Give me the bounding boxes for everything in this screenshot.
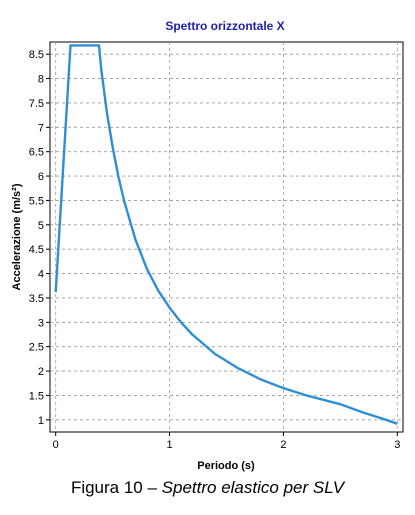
y-tick-label-14: 8 bbox=[38, 74, 44, 86]
x-tick-label-2: 2 bbox=[280, 439, 286, 451]
y-tick-label-3: 2.5 bbox=[29, 342, 44, 354]
y-tick-label-0: 1 bbox=[38, 415, 44, 427]
x-tick-label-1: 1 bbox=[167, 439, 173, 451]
x-axis-title: Periodo (s) bbox=[197, 460, 255, 472]
x-tick-label-3: 3 bbox=[394, 439, 400, 451]
y-tick-label-10: 6 bbox=[38, 171, 44, 183]
y-tick-label-1: 1.5 bbox=[29, 390, 44, 402]
chart: Spettro orizzontale X 0 1 2 311.522.533.544… bbox=[11, 19, 404, 472]
series-group bbox=[54, 44, 398, 425]
y-tick-label-8: 5 bbox=[38, 220, 44, 232]
y-tick-label-11: 6.5 bbox=[29, 147, 44, 159]
plot-area bbox=[49, 41, 404, 433]
y-tick-label-6: 4 bbox=[38, 269, 44, 281]
y-axis-title: Accelerazione (m/s²) bbox=[11, 183, 23, 290]
figure-caption: Figura 10 – Spettro elastico per SLV bbox=[0, 478, 415, 498]
y-tick-label-4: 3 bbox=[38, 317, 44, 329]
y-tick-label-7: 4.5 bbox=[29, 244, 44, 256]
y-tick-label-12: 7 bbox=[38, 122, 44, 134]
ticks: 0 1 2 311.522.533.544.555.566.577.588.5 bbox=[29, 49, 401, 451]
series-line-0 bbox=[54, 44, 398, 425]
grid bbox=[50, 42, 403, 432]
caption-title: Spettro elastico per SLV bbox=[161, 478, 345, 497]
y-tick-label-9: 5.5 bbox=[29, 195, 44, 207]
y-tick-label-2: 2 bbox=[38, 366, 44, 378]
caption-prefix: Figura 10 – bbox=[70, 478, 162, 497]
x-tick-label-0: 0 bbox=[53, 439, 59, 451]
y-tick-label-15: 8.5 bbox=[29, 49, 44, 61]
y-tick-label-13: 7.5 bbox=[29, 98, 44, 110]
y-tick-label-5: 3.5 bbox=[29, 293, 44, 305]
chart-title: Spettro orizzontale X bbox=[165, 19, 284, 33]
